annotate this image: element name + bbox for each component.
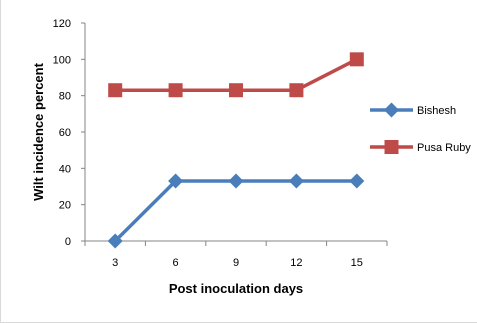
data-point-pusa-ruby: [349, 52, 364, 67]
y-tick-label: 100: [53, 54, 71, 66]
data-point-bishesh: [349, 173, 365, 189]
x-tick-label: 12: [290, 257, 302, 269]
legend-item-pusa-ruby: Pusa Ruby: [370, 140, 471, 154]
y-tick-label: 120: [53, 18, 71, 30]
legend-label-pusa-ruby: Pusa Ruby: [417, 142, 471, 154]
legend-marker-pusa-ruby: [384, 140, 399, 154]
x-axis-title: Post inoculation days: [169, 281, 303, 296]
series-layer: [107, 52, 365, 249]
x-tick-label: 3: [112, 257, 118, 269]
data-point-pusa-ruby: [168, 83, 183, 98]
legend-marker-bishesh: [384, 102, 399, 118]
series-line-bishesh: [113, 179, 357, 243]
y-axis-title: Wilt incidence percent: [31, 62, 46, 201]
data-point-bishesh: [228, 173, 244, 189]
y-tick-label: 20: [59, 200, 71, 212]
y-tick-label: 80: [59, 91, 71, 103]
x-tick-label: 15: [351, 257, 363, 269]
data-point-bishesh: [168, 173, 184, 189]
x-axis-ticks: 3 6 9 12 15: [84, 241, 388, 269]
x-tick-label: 9: [233, 257, 239, 269]
x-tick-label: 6: [173, 257, 179, 269]
legend-label-bishesh: Bishesh: [417, 105, 456, 117]
series-pusa-ruby: [108, 52, 364, 98]
data-point-bishesh: [288, 173, 304, 189]
data-point-bishesh: [107, 233, 123, 249]
y-tick-label: 0: [65, 236, 71, 248]
y-tick-label: 60: [59, 127, 71, 139]
legend-item-bishesh: Bishesh: [370, 102, 456, 118]
data-point-pusa-ruby: [289, 83, 304, 98]
y-axis-ticks: 0 20 40 60 80 100 120: [53, 18, 85, 248]
legend: Bishesh Pusa Ruby: [370, 102, 471, 154]
y-tick-label: 40: [59, 163, 71, 175]
series-bishesh: [107, 173, 365, 249]
data-point-pusa-ruby: [229, 83, 243, 98]
data-point-pusa-ruby: [108, 83, 123, 98]
